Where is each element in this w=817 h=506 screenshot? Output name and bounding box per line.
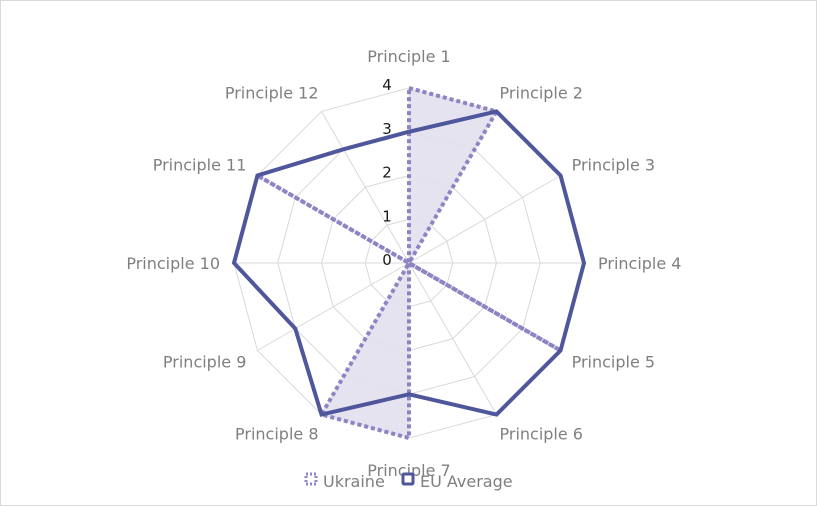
grid-spoke xyxy=(408,262,497,415)
category-label-11: Principle 11 xyxy=(153,156,247,175)
legend-label-eu-average: EU Average xyxy=(420,472,513,491)
radial-tick-label: 4 xyxy=(382,76,392,94)
category-label-8: Principle 8 xyxy=(235,425,318,444)
category-label-6: Principle 6 xyxy=(500,425,583,444)
grid-spoke xyxy=(408,175,561,264)
radar-series xyxy=(231,85,587,441)
radial-tick-label: 3 xyxy=(382,120,392,138)
category-label-1: Principle 1 xyxy=(367,47,450,66)
series-ukraine-line xyxy=(256,85,562,441)
category-label-7: Principle 7 xyxy=(367,461,450,480)
category-label-4: Principle 4 xyxy=(598,254,681,273)
radial-tick-label: 2 xyxy=(382,164,392,182)
category-labels: Principle 1 Principle 2 Principle 3 Princip… xyxy=(126,47,681,480)
category-label-12: Principle 12 xyxy=(225,83,319,102)
series-eu-average-line xyxy=(231,109,587,417)
category-label-5: Principle 5 xyxy=(572,353,655,372)
category-label-10: Principle 10 xyxy=(126,254,220,273)
radial-tick-labels: 0 1 2 3 4 xyxy=(382,76,392,269)
legend-marker-ukraine xyxy=(304,472,318,486)
grid-spoke xyxy=(257,262,410,351)
grid-spoke xyxy=(321,111,410,264)
category-label-2: Principle 2 xyxy=(500,83,583,102)
category-label-3: Principle 3 xyxy=(572,156,655,175)
category-label-9: Principle 9 xyxy=(163,353,246,372)
legend-label-ukraine: Ukraine xyxy=(323,472,385,491)
legend-marker-eu-average xyxy=(401,472,415,486)
radial-tick-label: 1 xyxy=(382,207,392,225)
legend: Ukraine EU Average xyxy=(304,472,513,491)
radial-tick-label: 0 xyxy=(382,251,392,269)
